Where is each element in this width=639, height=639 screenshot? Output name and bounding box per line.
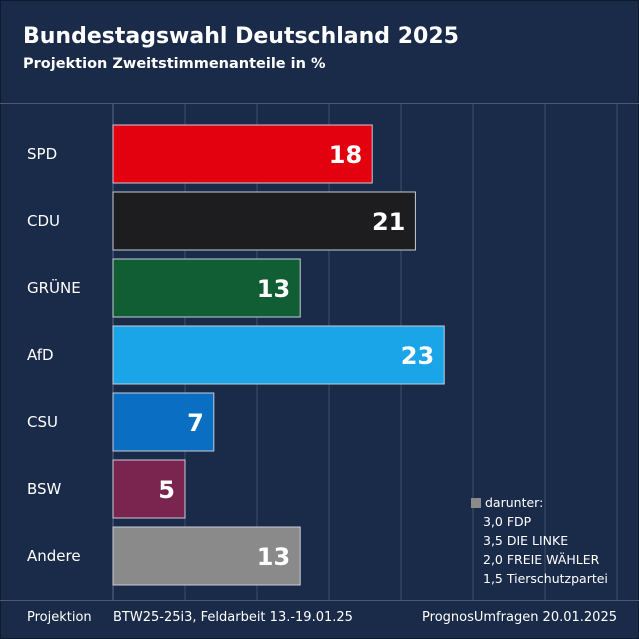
note-line: 2,0 FREIE WÄHLER [483,552,600,567]
value-label: 13 [257,275,290,303]
category-label: BSW [27,480,62,498]
value-label: 7 [187,409,204,437]
others-note: darunter: 3,0 FDP 3,5 DIE LINKE 2,0 FREI… [471,493,608,588]
bar-bsw [112,459,186,519]
note-line: 3,5 DIE LINKE [483,533,569,548]
bar-spd [112,124,373,184]
category-label: Andere [27,547,81,565]
value-label: 13 [257,543,290,571]
note-line: 1,5 Tierschutzpartei [483,571,608,586]
value-label: 18 [329,141,362,169]
category-label: SPD [27,145,57,163]
bar-afd [112,325,445,385]
value-label: 5 [158,476,175,504]
category-label: GRÜNE [27,278,81,297]
footer-label: Projektion [27,610,92,625]
footer-source: BTW25-25i3, Feldarbeit 13.-19.01.25 [113,610,353,625]
bar-csu [112,392,215,452]
chart-title: Bundestagswahl Deutschland 2025 [23,24,459,49]
footer-divider [0,600,639,601]
bar-grüne [112,258,301,318]
chart-subtitle: Projektion Zweitstimmenanteile in % [23,56,326,72]
footer-publisher: PrognosUmfragen 20.01.2025 [422,610,617,625]
note-title: darunter: [485,495,544,510]
category-labels: SPD CDU GRÜNE AfD CSU BSW Andere [27,145,81,565]
header-divider [0,103,639,104]
category-label: AfD [27,346,54,364]
category-label: CSU [27,413,58,431]
category-label: CDU [27,212,60,230]
value-label: 23 [401,342,434,370]
bar-andere [112,526,301,586]
note-line: 3,0 FDP [483,514,532,529]
bars [112,124,445,586]
note-swatch-icon [471,497,481,508]
value-labels: 18 21 13 23 7 5 13 [158,141,434,571]
value-label: 21 [372,208,405,236]
bar-cdu [112,191,416,251]
